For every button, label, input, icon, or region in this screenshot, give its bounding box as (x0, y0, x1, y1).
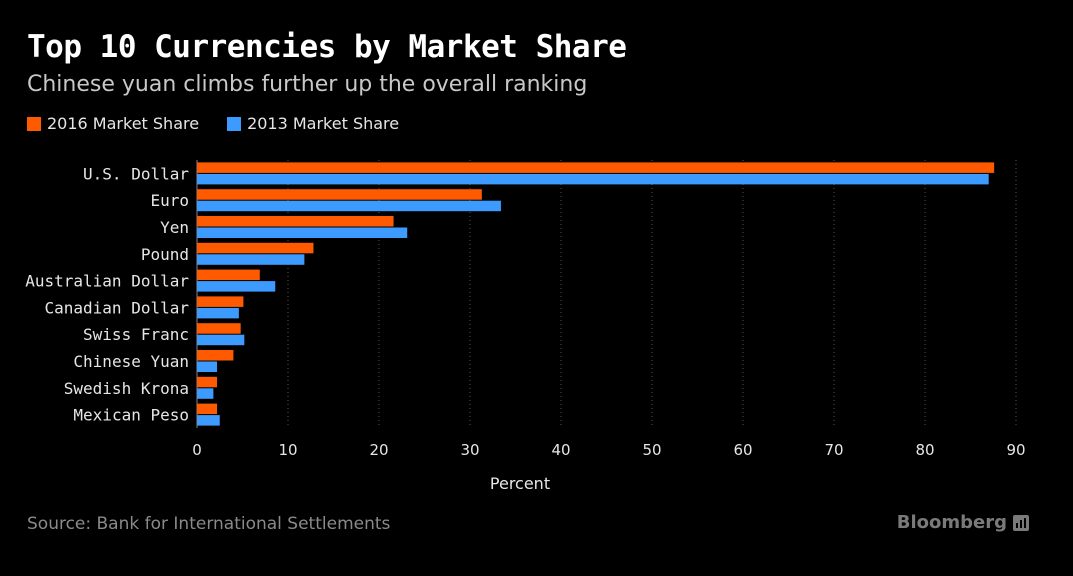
legend-label-2016: 2016 Market Share (47, 114, 200, 133)
category-label-6: Swiss Franc (83, 325, 189, 344)
category-label-5: Canadian Dollar (45, 298, 190, 317)
category-label-7: Chinese Yuan (73, 352, 189, 371)
chart-title: Top 10 Currencies by Market Share (27, 29, 627, 65)
bar-2013-0 (197, 173, 989, 185)
bar-2013-9 (197, 415, 220, 426)
x-tick-label-0: 0 (192, 441, 202, 459)
bar-2016-6 (197, 323, 241, 334)
bar-2016-9 (197, 403, 218, 415)
bar-2016-8 (197, 376, 218, 388)
x-tick-label-70: 70 (824, 441, 843, 459)
legend-item-2013: 2013 Market Share (227, 114, 399, 133)
x-tick-label-50: 50 (642, 441, 661, 459)
bar-2013-6 (197, 334, 245, 346)
x-tick-label-60: 60 (733, 441, 752, 459)
source-note: Source: Bank for International Settlemen… (27, 514, 391, 534)
legend-swatch-2013 (227, 116, 242, 131)
legend: 2016 Market Share 2013 Market Share (27, 114, 427, 133)
category-label-1: Euro (150, 191, 189, 210)
category-label-4: Australian Dollar (25, 272, 189, 291)
bar-2016-1 (197, 189, 482, 200)
x-axis-label: Percent (490, 474, 550, 493)
category-label-2: Yen (160, 218, 189, 237)
category-label-0: U.S. Dollar (83, 164, 189, 183)
x-tick-label-80: 80 (915, 441, 934, 459)
legend-item-2016: 2016 Market Share (27, 114, 199, 133)
category-label-8: Swedish Krona (64, 379, 189, 398)
bar-2016-3 (197, 242, 314, 254)
bar-2016-0 (197, 162, 995, 173)
bar-2013-7 (197, 361, 218, 372)
x-tick-label-30: 30 (460, 441, 479, 459)
bar-2013-3 (197, 254, 305, 265)
bar-2013-5 (197, 307, 239, 319)
legend-swatch-2016 (27, 116, 41, 131)
bar-2016-5 (197, 296, 244, 307)
bar-2016-2 (197, 216, 394, 227)
bar-2013-8 (197, 388, 214, 399)
category-label-9: Mexican Peso (73, 406, 189, 425)
bar-2016-7 (197, 350, 234, 361)
bar-2016-4 (197, 269, 260, 281)
category-label-3: Pound (141, 245, 189, 264)
bar-2013-4 (197, 281, 276, 292)
x-tick-label-40: 40 (551, 441, 570, 459)
x-tick-label-90: 90 (1006, 441, 1025, 459)
x-tick-label-20: 20 (369, 441, 388, 459)
brand-mark: Bloomberg (897, 512, 1029, 533)
brand-name: Bloomberg (896, 512, 1007, 533)
bar-2013-2 (197, 227, 408, 238)
chart-subtitle: Chinese yuan climbs further up the overa… (27, 72, 588, 97)
x-tick-label-10: 10 (278, 441, 297, 459)
legend-label-2013: 2013 Market Share (247, 114, 400, 133)
bar-2013-1 (197, 200, 501, 212)
bloomberg-chart-icon (1013, 514, 1029, 531)
